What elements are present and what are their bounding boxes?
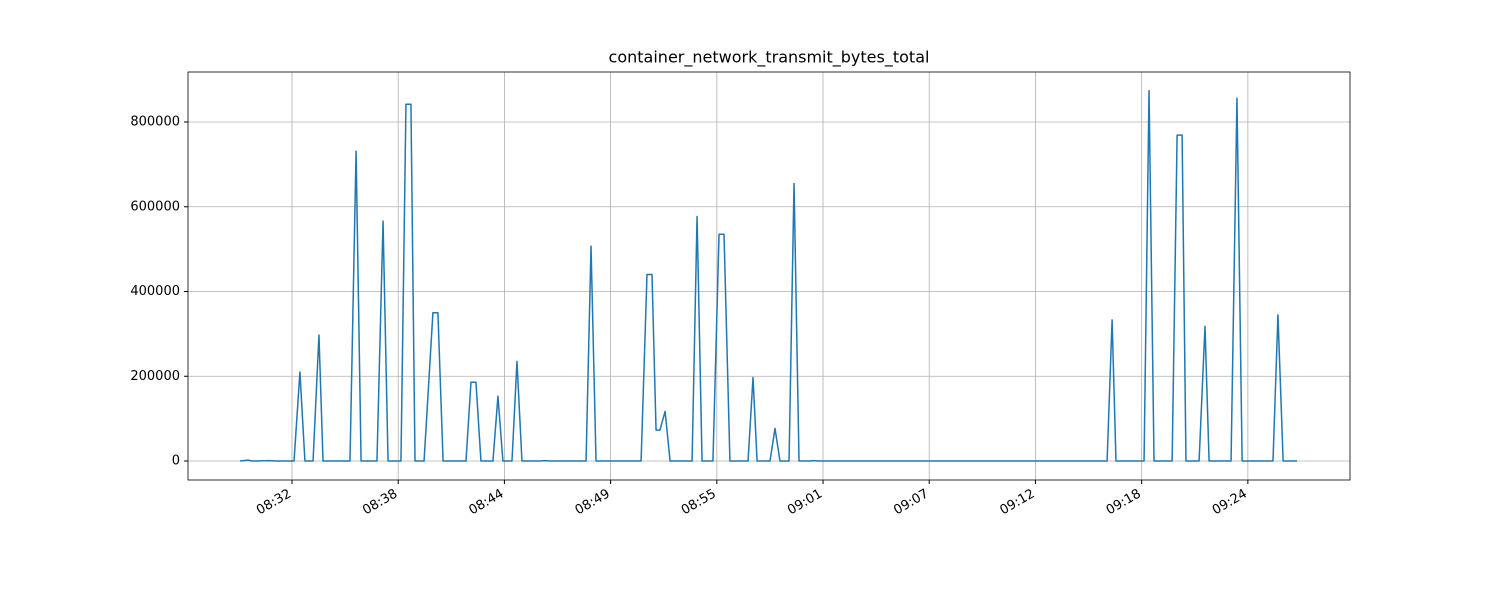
x-tick-label: 09:01 — [785, 486, 825, 518]
x-tick-label: 09:24 — [1210, 486, 1250, 518]
x-tick-label: 08:32 — [254, 486, 294, 518]
x-tick-label: 09:07 — [891, 486, 931, 518]
data-line — [240, 89, 1297, 462]
y-tick-label: 600000 — [130, 199, 180, 214]
x-tick-label: 08:38 — [360, 486, 400, 518]
y-tick-label: 400000 — [130, 284, 180, 299]
y-tick-label: 800000 — [130, 115, 180, 130]
chart-title: container_network_transmit_bytes_total — [609, 48, 930, 68]
x-tick-label: 09:18 — [1104, 486, 1144, 518]
x-tick-label: 09:12 — [997, 486, 1037, 518]
y-tick-label: 0 — [172, 454, 180, 469]
x-tick-label: 08:55 — [679, 486, 719, 518]
x-tick-label: 08:49 — [573, 486, 613, 518]
y-tick-label: 200000 — [130, 369, 180, 384]
x-tick-label: 08:44 — [466, 486, 506, 518]
plot-frame — [187, 71, 1351, 481]
